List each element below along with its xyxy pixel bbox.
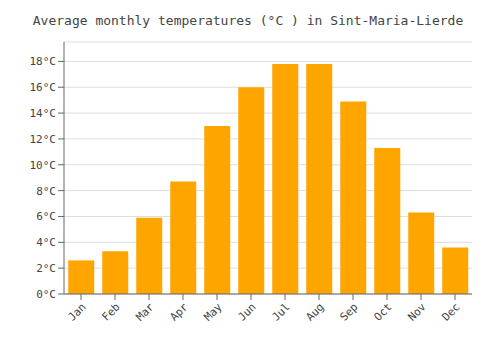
html-text:Average monthly temperatures (: Average monthly temperatures (°C ) in Si… bbox=[32, 13, 464, 28]
svg-text:4°C: 4°C bbox=[36, 236, 56, 249]
svg-text:Nov: Nov bbox=[405, 300, 429, 324]
svg-text:10°C: 10°C bbox=[30, 159, 57, 172]
svg-text:Jan: Jan bbox=[65, 300, 88, 323]
svg-text:Jul: Jul bbox=[269, 300, 292, 323]
svg-text:Mar: Mar bbox=[133, 300, 157, 324]
svg-text:Jun: Jun bbox=[235, 300, 258, 323]
svg-text:Oct: Oct bbox=[371, 300, 394, 323]
svg-text:18°C: 18°C bbox=[30, 55, 57, 68]
svg-text:12°C: 12°C bbox=[30, 133, 57, 146]
svg-text:Apr: Apr bbox=[167, 300, 191, 324]
svg-text:0°C: 0°C bbox=[36, 288, 56, 301]
svg-text:16°C: 16°C bbox=[30, 81, 57, 94]
svg-text:Feb: Feb bbox=[99, 300, 122, 323]
svg-text:14°C: 14°C bbox=[30, 107, 57, 120]
svg-text:8°C: 8°C bbox=[36, 185, 56, 198]
svg-text:6°C: 6°C bbox=[36, 210, 56, 223]
svg-text:2°C: 2°C bbox=[36, 262, 56, 275]
svg-text:May: May bbox=[201, 300, 225, 324]
svg-text:Sep: Sep bbox=[337, 300, 360, 323]
svg-text:Dec: Dec bbox=[439, 300, 462, 323]
svg-text:Aug: Aug bbox=[303, 300, 326, 323]
